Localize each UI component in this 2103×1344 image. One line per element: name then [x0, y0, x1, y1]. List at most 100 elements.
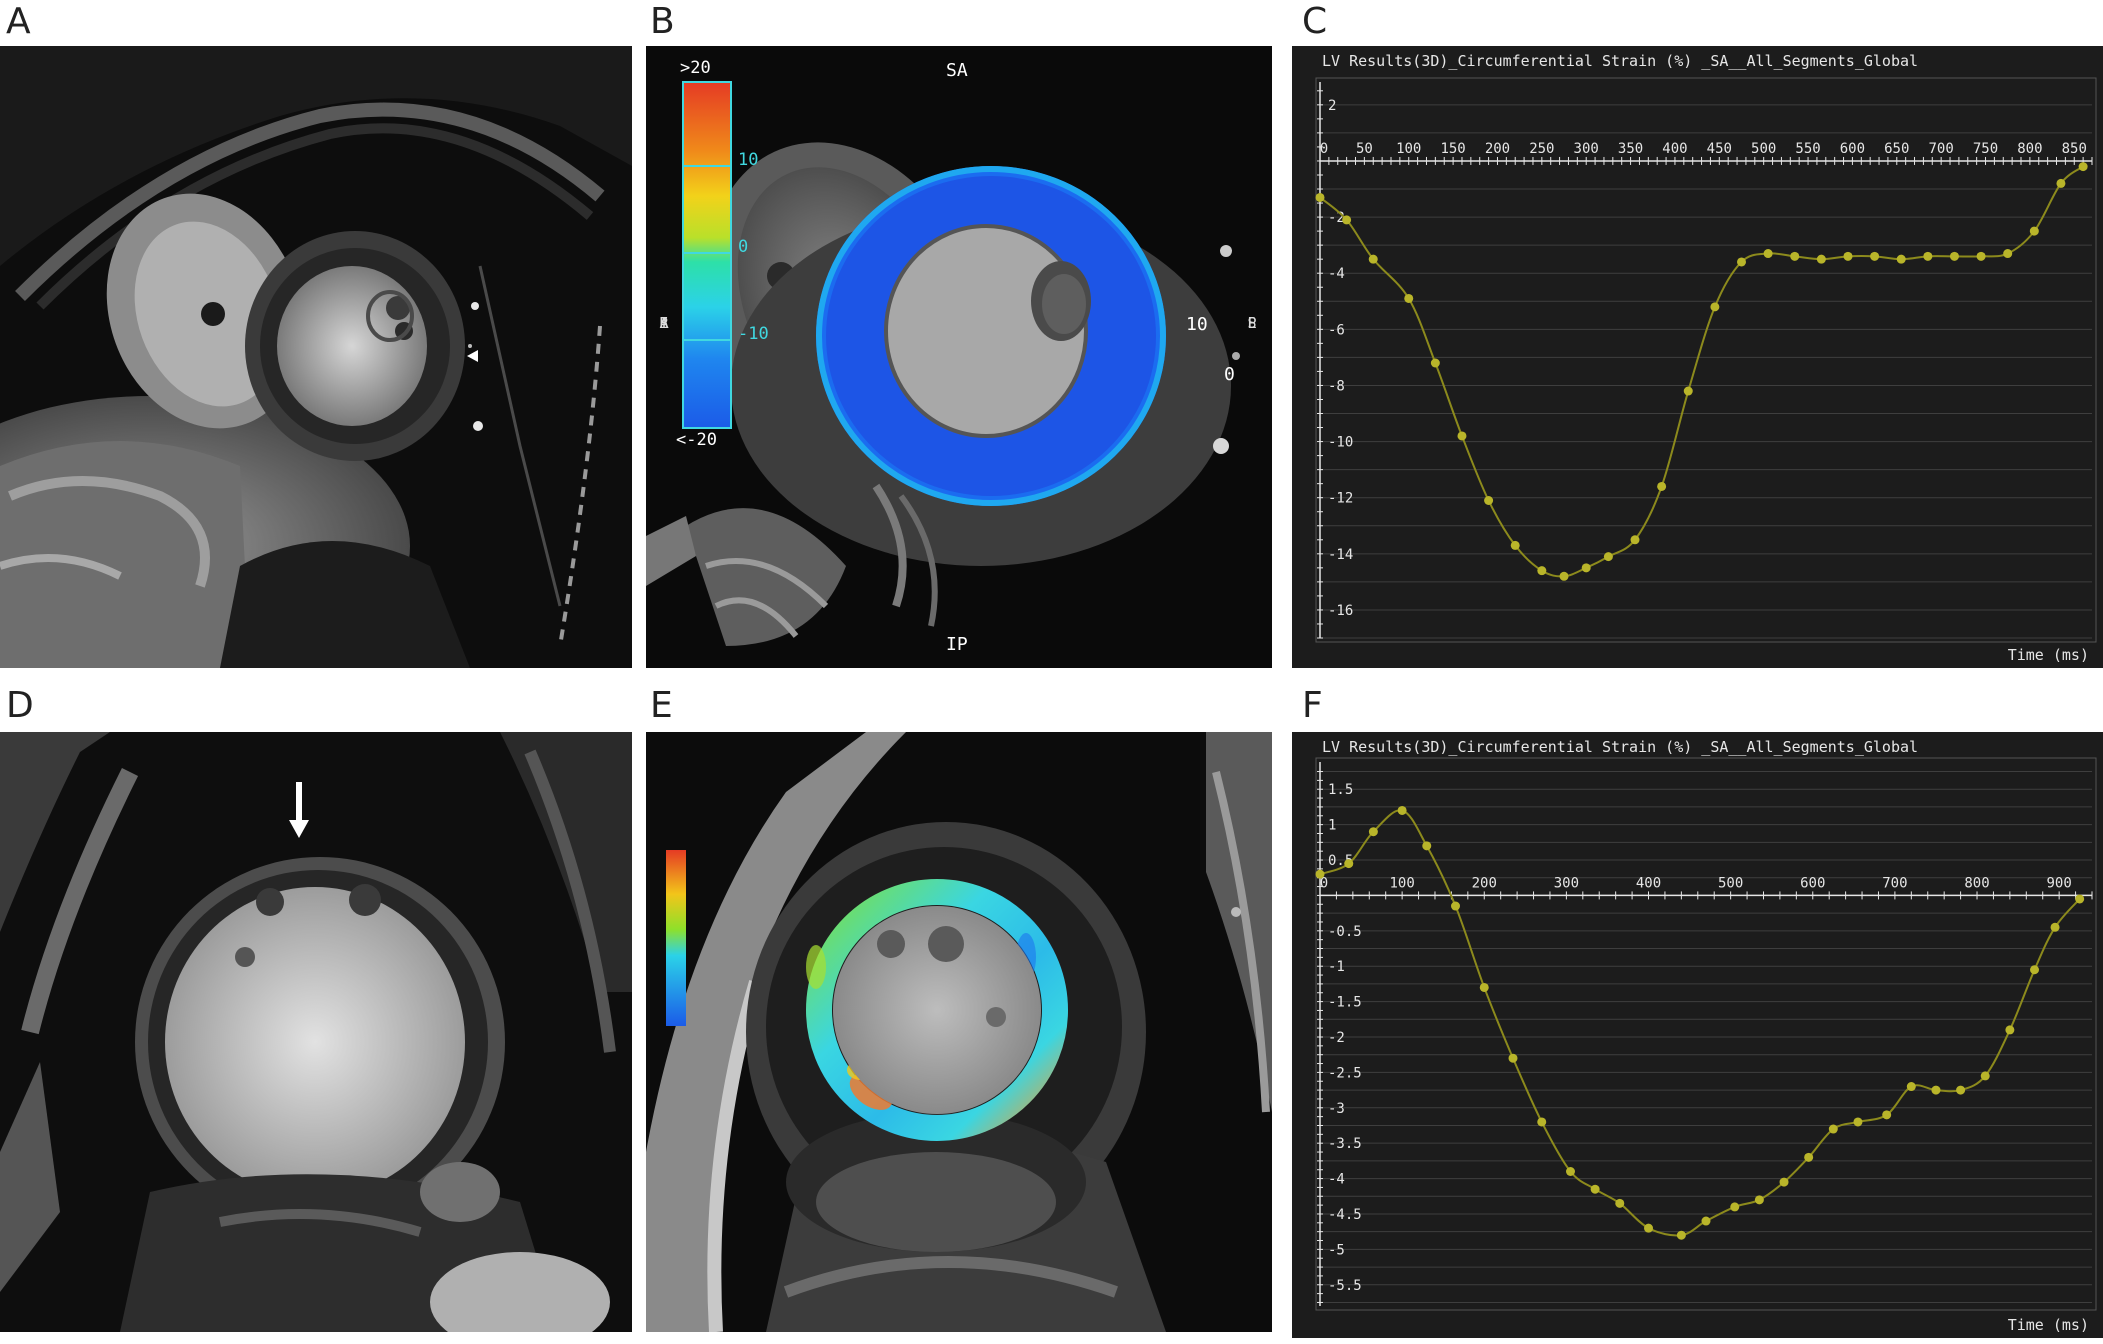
y-tick-label: -6: [1328, 322, 1345, 338]
data-point: [2050, 922, 2060, 932]
data-point: [1736, 257, 1746, 267]
data-point: [1853, 1117, 1863, 1127]
x-tick-label: 250: [1529, 141, 1554, 157]
data-point: [1565, 1167, 1575, 1176]
x-tick-label: 800: [2017, 141, 2042, 157]
strain-map-image-e: [646, 732, 1272, 1332]
x-tick-label: 900: [2047, 875, 2072, 891]
y-tick-label: -2: [1328, 1030, 1345, 1046]
panel-letter-c: C: [1302, 1, 1328, 42]
y-tick-label: -1: [1328, 959, 1345, 975]
panel-letter-a: A: [6, 1, 31, 42]
data-point: [1896, 254, 1906, 264]
data-point: [1484, 496, 1494, 505]
x-tick-label: 550: [1795, 141, 1820, 157]
y-tick-label: -5.5: [1328, 1278, 1362, 1294]
panel-letter-f: F: [1302, 685, 1323, 726]
data-point: [2078, 162, 2088, 172]
data-point: [1368, 827, 1378, 837]
strain-chart-f: 0 100 200 300 400 500 600 700 800 900 1.5 1 0.5 -0.5-…: [1292, 732, 2103, 1338]
data-point: [1451, 901, 1461, 911]
x-axis-label-c: Time (ms): [2007, 646, 2089, 664]
data-point: [1510, 540, 1520, 550]
data-point: [1882, 1110, 1892, 1120]
data-point: [1956, 1085, 1966, 1095]
data-point: [1779, 1177, 1789, 1187]
x-tick-label: 600: [1840, 141, 1865, 157]
data-point: [1790, 251, 1800, 261]
x-tick-label: 850: [2062, 141, 2087, 157]
data-point: [1657, 481, 1667, 491]
data-point: [1342, 215, 1352, 225]
data-point: [1368, 254, 1378, 264]
data-point: [1430, 358, 1440, 368]
data-point: [2029, 226, 2039, 236]
data-point: [1710, 302, 1720, 312]
data-point: [1763, 249, 1773, 259]
mri-image-a: [0, 46, 632, 668]
colorbar-tick-label: 0: [738, 237, 749, 257]
y-tick-label: -14: [1328, 547, 1353, 563]
scale-label-0: 0: [1224, 364, 1235, 385]
data-point: [1870, 251, 1880, 261]
data-point: [1397, 805, 1407, 815]
x-tick-label: 650: [1884, 141, 1909, 157]
x-tick-label: 100: [1389, 875, 1414, 891]
y-tick-label: -16: [1328, 603, 1353, 619]
data-point: [1730, 1202, 1740, 1212]
data-point: [1603, 552, 1613, 562]
data-point: [1701, 1216, 1711, 1226]
y-tick-label: -5: [1328, 1242, 1345, 1258]
plot-frame: [1315, 77, 2097, 643]
data-point: [1931, 1085, 1941, 1095]
data-point: [1683, 386, 1693, 396]
y-tick-label: -4.5: [1328, 1207, 1362, 1223]
data-point: [1457, 431, 1467, 441]
panel-letter-b: B: [650, 1, 675, 42]
x-tick-label: 0: [1320, 141, 1328, 157]
panel-letter-e: E: [650, 685, 673, 726]
x-tick-label: 800: [1964, 875, 1989, 891]
x-tick-label: 700: [1882, 875, 1907, 891]
data-point: [1828, 1124, 1838, 1134]
x-tick-label: 750: [1973, 141, 1998, 157]
data-point: [1630, 535, 1640, 545]
data-point: [1422, 841, 1432, 851]
plot-frame: [1315, 757, 2097, 1311]
x-tick-label: 300: [1554, 875, 1579, 891]
data-point: [1843, 251, 1853, 261]
data-point: [1315, 192, 1325, 202]
data-point: [1479, 982, 1489, 992]
x-tick-label: 300: [1574, 141, 1599, 157]
colorbar-small: [666, 850, 686, 1026]
data-point: [1344, 859, 1354, 869]
data-point: [1644, 1223, 1654, 1233]
data-point: [2030, 965, 2040, 975]
panel-letter-d: D: [6, 685, 34, 726]
x-tick-label: 0: [1320, 875, 1328, 891]
y-tick-label: 2: [1328, 98, 1336, 114]
y-tick-label: -12: [1328, 491, 1353, 507]
y-tick-label: -0.5: [1328, 924, 1362, 940]
data-point: [1615, 1198, 1625, 1208]
y-tick-label: -3.5: [1328, 1136, 1362, 1152]
y-tick-label: -2.5: [1328, 1065, 1362, 1081]
strain-chart-c: 0 50 100 150 200 250 300 350 400 450 500 550 600 650 7…: [1292, 46, 2103, 668]
strain-chart-f-svg: 0 100 200 300 400 500 600 700 800 9001.510.5-0.5-…: [1315, 757, 2097, 1311]
data-point: [1676, 1230, 1686, 1240]
data-point: [1581, 563, 1591, 573]
data-point: [1537, 566, 1547, 576]
data-point: [1923, 251, 1933, 261]
data-point: [2005, 1025, 2015, 1035]
x-tick-label: 500: [1751, 141, 1776, 157]
y-tick-label: -8: [1328, 378, 1345, 394]
data-point: [1537, 1117, 1547, 1127]
data-point: [2056, 178, 2066, 188]
data-point: [1590, 1184, 1600, 1194]
data-point: [1816, 254, 1826, 264]
x-tick-label: 200: [1485, 141, 1510, 157]
strain-chart-c-svg: 0 50 100 150 200 250 300 350 400 450 500 550 600 650 7…: [1315, 77, 2097, 643]
data-point: [2003, 249, 2013, 259]
mri-image-d: [0, 732, 632, 1332]
data-point: [1804, 1152, 1814, 1162]
